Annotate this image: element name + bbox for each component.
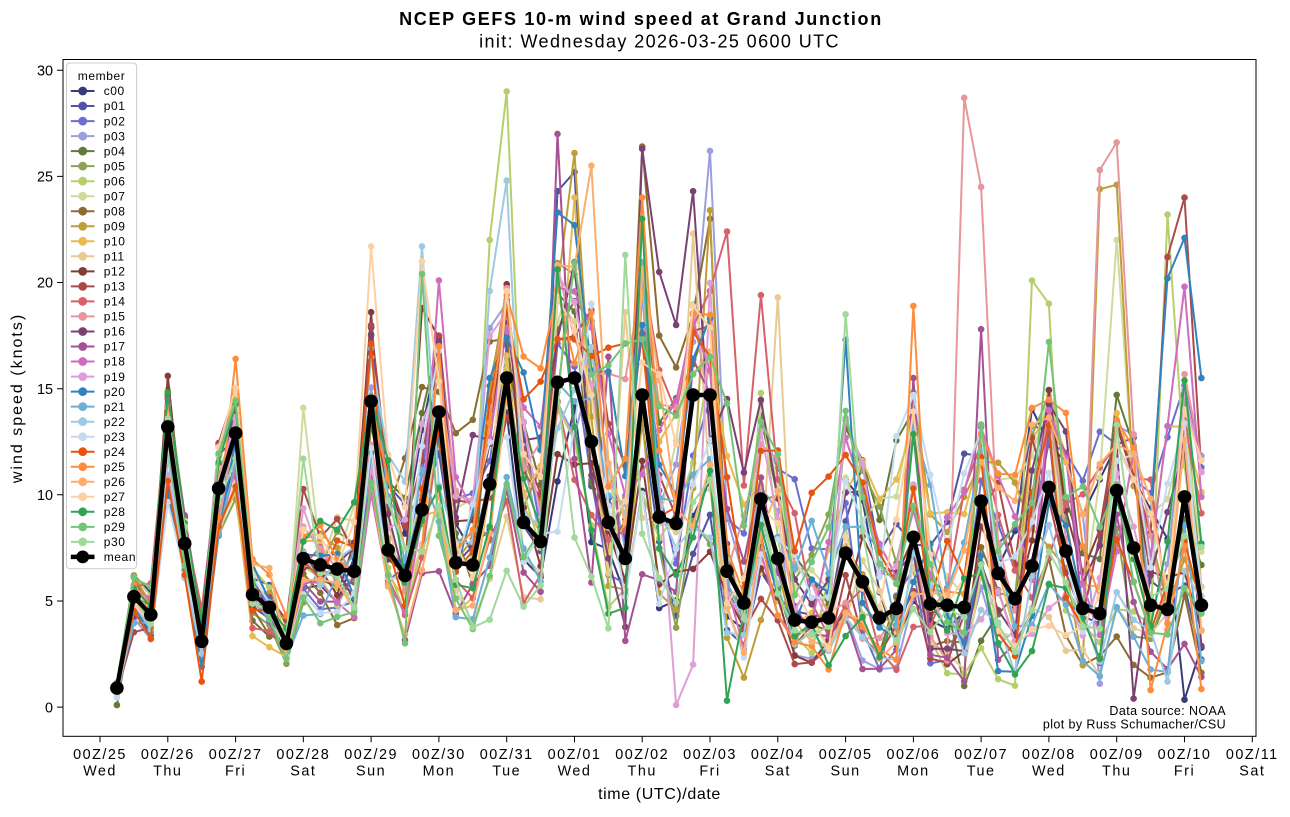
svg-text:00Z/06: 00Z/06	[886, 747, 940, 763]
svg-text:p15: p15	[104, 310, 126, 324]
svg-text:00Z/28: 00Z/28	[276, 747, 330, 763]
svg-text:Mon: Mon	[897, 764, 930, 780]
svg-text:00Z/07: 00Z/07	[954, 747, 1008, 763]
svg-text:p21: p21	[104, 400, 126, 414]
svg-text:00Z/09: 00Z/09	[1090, 747, 1144, 763]
svg-text:p06: p06	[104, 174, 126, 188]
svg-text:p25: p25	[104, 460, 126, 474]
svg-text:p07: p07	[104, 189, 126, 203]
svg-text:p02: p02	[104, 114, 126, 128]
svg-text:25: 25	[37, 170, 53, 186]
svg-text:10: 10	[37, 488, 53, 504]
svg-text:p08: p08	[104, 204, 126, 218]
svg-text:00Z/29: 00Z/29	[344, 747, 398, 763]
svg-text:p27: p27	[104, 490, 126, 504]
svg-text:00Z/11: 00Z/11	[1226, 747, 1279, 763]
svg-text:5: 5	[45, 594, 53, 610]
svg-text:p10: p10	[104, 235, 126, 249]
svg-text:Sun: Sun	[356, 764, 386, 780]
svg-text:Tue: Tue	[967, 764, 996, 780]
svg-text:00Z/04: 00Z/04	[751, 747, 805, 763]
svg-text:00Z/30: 00Z/30	[412, 747, 466, 763]
svg-text:p19: p19	[104, 370, 126, 384]
svg-text:p23: p23	[104, 430, 126, 444]
svg-text:p30: p30	[104, 535, 126, 549]
svg-text:p09: p09	[104, 220, 126, 234]
svg-text:00Z/01: 00Z/01	[548, 747, 602, 763]
svg-text:Wed: Wed	[83, 764, 117, 780]
svg-text:p22: p22	[104, 415, 126, 429]
svg-text:p29: p29	[104, 520, 126, 534]
svg-text:c00: c00	[104, 84, 125, 98]
svg-text:p11: p11	[104, 250, 125, 264]
svg-text:Fri: Fri	[1174, 764, 1195, 780]
svg-text:Wed: Wed	[558, 764, 592, 780]
svg-text:Sat: Sat	[765, 764, 791, 780]
svg-text:p18: p18	[104, 355, 126, 369]
svg-text:p24: p24	[104, 445, 126, 459]
svg-text:00Z/26: 00Z/26	[141, 747, 195, 763]
svg-text:0: 0	[45, 700, 53, 716]
svg-text:Mon: Mon	[423, 764, 456, 780]
svg-text:init: Wednesday 2026-03-25 060: init: Wednesday 2026-03-25 0600 UTC	[479, 32, 840, 52]
svg-text:p20: p20	[104, 385, 126, 399]
svg-text:Wed: Wed	[1032, 764, 1066, 780]
svg-text:plot by Russ Schumacher/CSU: plot by Russ Schumacher/CSU	[1043, 718, 1226, 732]
svg-text:30: 30	[37, 63, 53, 79]
svg-text:Thu: Thu	[628, 764, 657, 780]
svg-text:00Z/05: 00Z/05	[819, 747, 873, 763]
svg-text:p12: p12	[104, 265, 126, 279]
svg-text:Fri: Fri	[225, 764, 246, 780]
svg-text:00Z/03: 00Z/03	[683, 747, 737, 763]
svg-text:p05: p05	[104, 159, 126, 173]
svg-text:00Z/02: 00Z/02	[615, 747, 669, 763]
svg-text:Data source: NOAA: Data source: NOAA	[1109, 704, 1226, 718]
svg-text:p28: p28	[104, 505, 126, 519]
svg-text:p16: p16	[104, 325, 126, 339]
svg-text:member: member	[78, 69, 126, 83]
svg-text:p01: p01	[104, 99, 126, 113]
svg-text:Thu: Thu	[153, 764, 182, 780]
svg-text:NCEP GEFS 10-m wind speed at G: NCEP GEFS 10-m wind speed at Grand Junct…	[399, 9, 883, 29]
svg-text:Tue: Tue	[492, 764, 521, 780]
svg-text:Sat: Sat	[290, 764, 316, 780]
svg-text:15: 15	[37, 382, 53, 398]
svg-text:20: 20	[37, 276, 53, 292]
svg-text:p04: p04	[104, 144, 126, 158]
svg-text:mean: mean	[104, 550, 136, 564]
svg-text:p17: p17	[104, 340, 126, 354]
svg-text:00Z/08: 00Z/08	[1022, 747, 1076, 763]
svg-text:Fri: Fri	[699, 764, 720, 780]
svg-text:00Z/31: 00Z/31	[480, 747, 534, 763]
svg-text:Sat: Sat	[1239, 764, 1265, 780]
svg-text:00Z/10: 00Z/10	[1158, 747, 1212, 763]
svg-text:p03: p03	[104, 129, 126, 143]
svg-text:00Z/25: 00Z/25	[73, 747, 127, 763]
svg-text:p13: p13	[104, 280, 126, 294]
svg-text:p26: p26	[104, 475, 126, 489]
svg-text:00Z/27: 00Z/27	[209, 747, 263, 763]
svg-text:time (UTC)/date: time (UTC)/date	[598, 786, 721, 803]
svg-text:p14: p14	[104, 295, 126, 309]
svg-text:wind speed (knots): wind speed (knots)	[9, 313, 26, 484]
svg-text:Sun: Sun	[831, 764, 861, 780]
svg-text:Thu: Thu	[1102, 764, 1131, 780]
